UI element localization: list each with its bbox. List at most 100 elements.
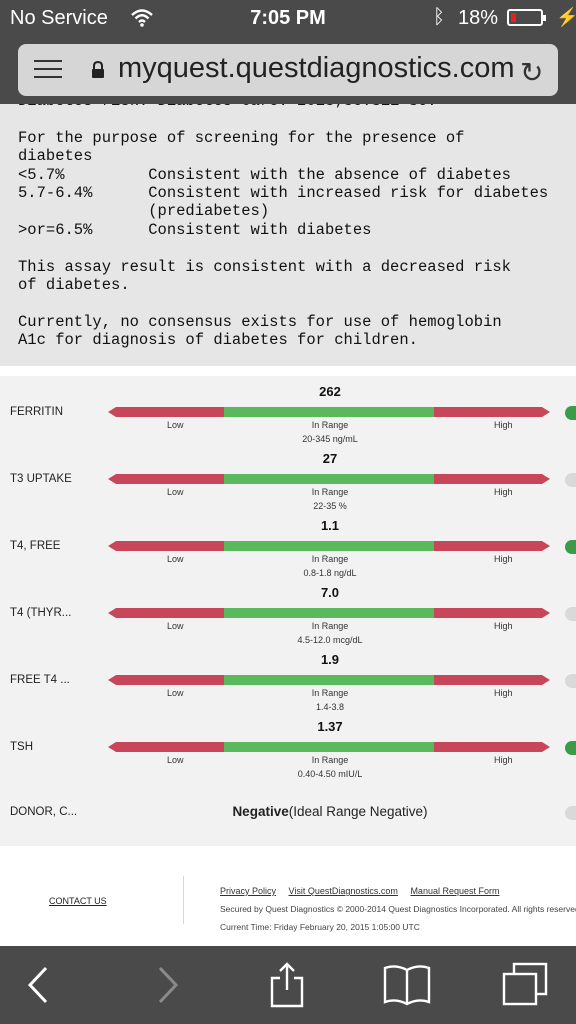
- result-value: 262: [319, 384, 341, 399]
- reference-range: 20-345 ng/mL: [302, 434, 358, 444]
- copyright-text: Secured by Quest Diagnostics © 2000-2014…: [220, 904, 576, 914]
- clock: 7:05 PM: [250, 7, 326, 29]
- current-time-text: Current Time: Friday February 20, 2015 1…: [220, 922, 420, 932]
- donor-ideal-range: (Ideal Range Negative): [288, 804, 428, 819]
- contact-us-link[interactable]: CONTACT US: [49, 896, 107, 906]
- in-range-label: In Range: [311, 621, 349, 631]
- charging-icon: ⚡: [556, 7, 576, 27]
- url-text[interactable]: myquest.questdiagnostics.com: [118, 52, 513, 84]
- result-toggle[interactable]: [565, 607, 576, 621]
- result-name: T4 (THYR...: [10, 607, 72, 619]
- manual-request-form-link[interactable]: Manual Request Form: [410, 886, 500, 896]
- range-bar-high: [434, 608, 550, 618]
- range-bar-low: [108, 742, 224, 752]
- result-toggle[interactable]: [565, 806, 576, 820]
- in-range-label: In Range: [311, 688, 349, 698]
- footer: CONTACT US Privacy Policy Visit QuestDia…: [0, 862, 576, 946]
- range-bar-in-range: [224, 407, 434, 417]
- browser-toolbar: [0, 946, 576, 1024]
- back-icon[interactable]: [14, 962, 64, 1008]
- address-bar[interactable]: myquest.questdiagnostics.com ↻: [18, 44, 558, 96]
- reference-range: 4.5-12.0 mcg/dL: [297, 635, 363, 645]
- range-bar: [108, 675, 550, 685]
- result-row: TSH 1.37 Low In Range High 0.40-4.50 mIU/L: [0, 711, 576, 779]
- result-row: FREE T4 ... 1.9 Low In Range High 1.4-3.8: [0, 644, 576, 712]
- bluetooth-icon: ᛒ: [433, 6, 445, 28]
- result-row: T4 (THYR... 7.0 Low In Range High 4.5-12.0 mc…: [0, 577, 576, 645]
- report-text-panel: Diabetes risk: Diabetes Care. 2013;36:S1…: [0, 104, 576, 366]
- range-bar-low: [108, 541, 224, 551]
- report-text: Diabetes risk: Diabetes Care. 2013;36:S1…: [18, 104, 549, 350]
- high-label: High: [494, 554, 513, 564]
- in-range-label: In Range: [311, 755, 349, 765]
- low-label: Low: [167, 420, 184, 430]
- browser-chrome: myquest.questdiagnostics.com ↻: [0, 38, 576, 104]
- share-icon[interactable]: [262, 962, 312, 1008]
- result-toggle[interactable]: [565, 540, 576, 554]
- lock-icon: [92, 61, 104, 78]
- range-bar-low: [108, 608, 224, 618]
- result-toggle[interactable]: [565, 741, 576, 755]
- status-bar: No Service 7:05 PM ᛒ 18% ⚡: [0, 0, 576, 38]
- range-bar-low: [108, 407, 224, 417]
- donor-result-value: Negative: [232, 804, 289, 819]
- high-label: High: [494, 755, 513, 765]
- result-name: T3 UPTAKE: [10, 473, 72, 485]
- privacy-policy-link[interactable]: Privacy Policy: [220, 886, 277, 896]
- carrier-label: No Service: [10, 7, 108, 29]
- range-bar-high: [434, 675, 550, 685]
- in-range-label: In Range: [311, 487, 349, 497]
- range-bar-high: [434, 541, 550, 551]
- donor-row: DONOR, C... Negative(Ideal Range Negative…: [0, 776, 576, 843]
- range-bar-in-range: [224, 541, 434, 551]
- visit-quest-link[interactable]: Visit QuestDiagnostics.com: [288, 886, 398, 896]
- donor-result: Negative(Ideal Range Negative): [0, 804, 576, 819]
- low-label: Low: [167, 688, 184, 698]
- low-label: Low: [167, 755, 184, 765]
- tabs-icon[interactable]: [500, 962, 550, 1008]
- result-toggle[interactable]: [565, 674, 576, 688]
- high-label: High: [494, 420, 513, 430]
- in-range-label: In Range: [311, 420, 349, 430]
- range-bar-in-range: [224, 675, 434, 685]
- forward-icon[interactable]: [142, 962, 192, 1008]
- wifi-icon: [131, 9, 153, 27]
- low-label: Low: [167, 621, 184, 631]
- range-bar-in-range: [224, 608, 434, 618]
- high-label: High: [494, 688, 513, 698]
- result-row: FERRITIN 262 Low In Range High 20-345 ng/mL: [0, 376, 576, 444]
- battery-percent: 18%: [458, 7, 499, 29]
- result-value: 1.37: [317, 719, 343, 734]
- reference-range: 22-35 %: [313, 501, 347, 511]
- range-bar: [108, 608, 550, 618]
- range-bar-low: [108, 474, 224, 484]
- range-bar-in-range: [224, 742, 434, 752]
- result-name: FERRITIN: [10, 406, 64, 418]
- bookmarks-icon[interactable]: [382, 962, 432, 1008]
- range-bar: [108, 474, 550, 484]
- result-name: DONOR, C...: [10, 806, 78, 818]
- results-list: FERRITIN 262 Low In Range High 20-345 ng/mL T3…: [0, 376, 576, 846]
- range-bar-high: [434, 742, 550, 752]
- range-bar-high: [434, 474, 550, 484]
- result-toggle[interactable]: [565, 473, 576, 487]
- reference-range: 1.4-3.8: [315, 702, 345, 712]
- range-bar: [108, 541, 550, 551]
- reference-range: 0.40-4.50 mIU/L: [297, 769, 363, 779]
- result-row: T4, FREE 1.1 Low In Range High 0.8-1.8 ng/dL: [0, 510, 576, 578]
- range-bar: [108, 742, 550, 752]
- result-value: 27: [322, 451, 338, 466]
- result-name: T4, FREE: [10, 540, 61, 552]
- range-bar-low: [108, 675, 224, 685]
- result-value: 1.1: [320, 518, 340, 533]
- range-bar: [108, 407, 550, 417]
- low-label: Low: [167, 554, 184, 564]
- footer-divider: [183, 876, 184, 924]
- result-name: TSH: [10, 741, 33, 753]
- battery-icon: [507, 9, 546, 26]
- menu-icon[interactable]: [34, 60, 62, 82]
- low-label: Low: [167, 487, 184, 497]
- result-name: FREE T4 ...: [10, 674, 70, 686]
- reload-icon[interactable]: ↻: [520, 57, 544, 88]
- result-toggle[interactable]: [565, 406, 576, 420]
